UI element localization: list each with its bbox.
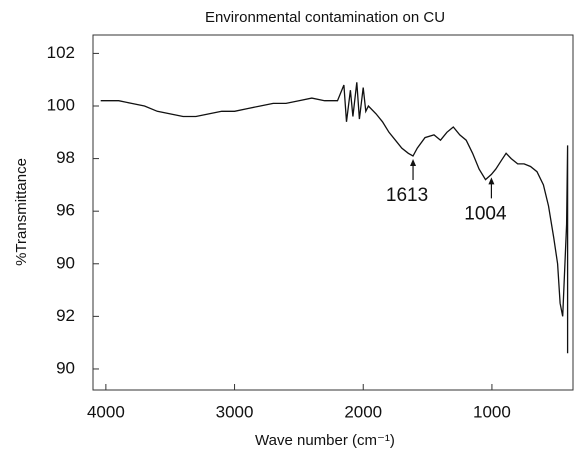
x-tick-label: 1000: [473, 402, 511, 421]
annotation-arrowhead: [488, 177, 495, 185]
y-tick-label: 96: [56, 201, 75, 220]
y-tick-label: 92: [56, 306, 75, 325]
x-tick-label: 4000: [87, 402, 125, 421]
y-tick-label: 102: [47, 43, 75, 62]
plot-frame: [92, 34, 574, 391]
x-tick-label: 2000: [344, 402, 382, 421]
y-tick-label: 90: [56, 253, 75, 272]
y-tick-label: 98: [56, 148, 75, 167]
chart-title: Environmental contamination on CU: [205, 9, 445, 26]
y-axis-label: %Transmittance: [13, 158, 30, 266]
x-axis-label: Wave number (cm⁻¹): [255, 432, 395, 449]
annotation-label: 1613: [386, 185, 428, 206]
annotation-arrowhead: [410, 158, 417, 166]
spectrum-line: [100, 82, 569, 354]
y-tick-label: 90: [56, 358, 75, 377]
annotation-label: 1004: [464, 203, 507, 224]
y-tick-label: 100: [47, 95, 75, 114]
x-tick-label: 3000: [216, 402, 254, 421]
